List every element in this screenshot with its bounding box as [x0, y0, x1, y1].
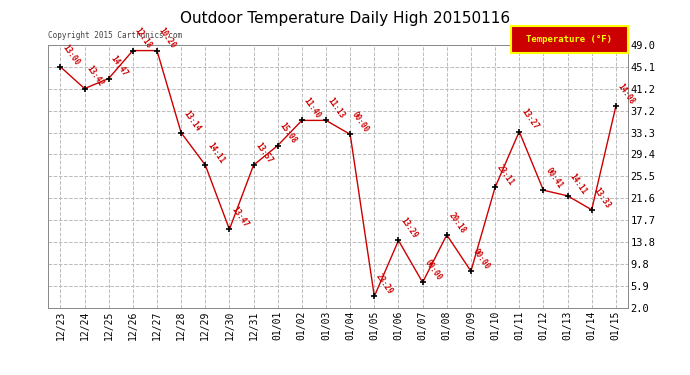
- Text: 00:41: 00:41: [544, 166, 564, 190]
- Text: 11:13: 11:13: [326, 96, 346, 120]
- Text: 11:40: 11:40: [302, 96, 322, 120]
- Text: 00:00: 00:00: [422, 258, 443, 282]
- Text: 13:57: 13:57: [254, 141, 274, 165]
- Text: 13:00: 13:00: [61, 43, 81, 67]
- Text: Copyright 2015 Cartronics.com: Copyright 2015 Cartronics.com: [48, 31, 182, 40]
- Text: 12:18: 12:18: [132, 27, 153, 51]
- Text: 10:20: 10:20: [157, 27, 177, 51]
- Text: 13:47: 13:47: [229, 205, 250, 229]
- Text: 00:00: 00:00: [350, 110, 371, 134]
- Text: 14:47: 14:47: [109, 54, 129, 78]
- Text: 14:11: 14:11: [567, 172, 588, 196]
- Text: Outdoor Temperature Daily High 20150116: Outdoor Temperature Daily High 20150116: [180, 11, 510, 26]
- Text: 13:14: 13:14: [181, 109, 201, 133]
- Text: 00:00: 00:00: [471, 247, 491, 271]
- Text: 14:08: 14:08: [615, 82, 636, 106]
- Text: 14:11: 14:11: [206, 141, 226, 165]
- Text: 13:42: 13:42: [85, 64, 105, 88]
- Text: 13:33: 13:33: [591, 186, 612, 210]
- Text: 15:08: 15:08: [277, 122, 298, 146]
- Text: 23:11: 23:11: [495, 164, 515, 188]
- Text: 13:29: 13:29: [398, 216, 419, 240]
- Text: 13:27: 13:27: [519, 108, 540, 132]
- Text: 20:18: 20:18: [447, 211, 467, 235]
- Text: 23:29: 23:29: [374, 272, 395, 296]
- Text: Temperature (°F): Temperature (°F): [526, 35, 612, 44]
